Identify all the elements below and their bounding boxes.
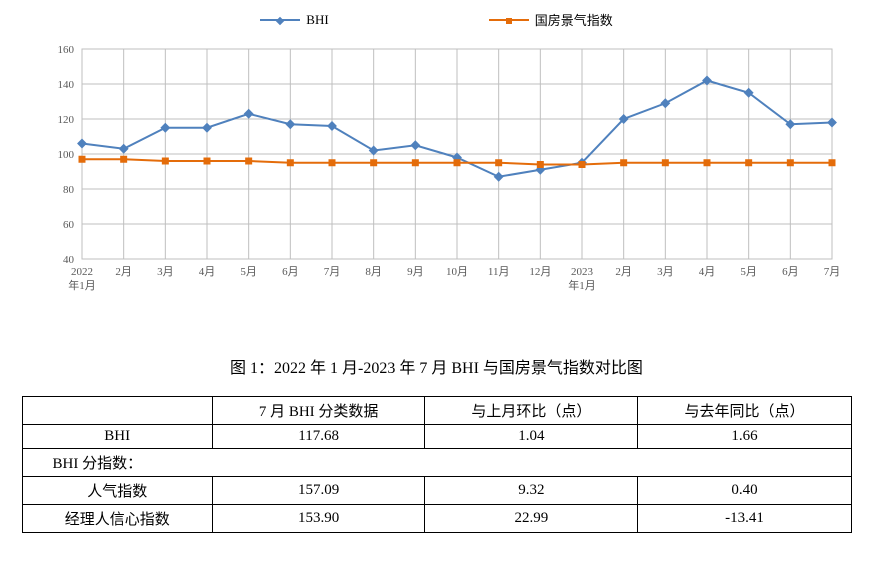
svg-text:9月: 9月 — [407, 266, 424, 278]
svg-text:4月: 4月 — [198, 266, 215, 278]
svg-text:7月: 7月 — [823, 266, 840, 278]
svg-text:2022: 2022 — [71, 266, 93, 278]
chart-legend: BHI 国房景气指数 — [22, 10, 852, 29]
svg-text:6月: 6月 — [782, 266, 799, 278]
svg-text:80: 80 — [63, 184, 75, 196]
svg-text:2月: 2月 — [615, 266, 632, 278]
svg-text:4月: 4月 — [698, 266, 715, 278]
table-header: 与去年同比（点） — [638, 397, 851, 425]
legend-line-icon — [260, 19, 300, 21]
svg-text:2023: 2023 — [571, 266, 594, 278]
svg-text:5月: 5月 — [240, 266, 257, 278]
legend-item-bhi: BHI — [260, 10, 328, 29]
table-row: 人气指数157.099.320.40 — [22, 477, 851, 505]
table-row: 经理人信心指数153.9022.99-13.41 — [22, 505, 851, 533]
svg-text:12月: 12月 — [529, 266, 551, 278]
legend-label: BHI — [306, 12, 328, 28]
legend-item-guofang: 国房景气指数 — [489, 10, 613, 29]
svg-text:8月: 8月 — [365, 266, 382, 278]
legend-label: 国房景气指数 — [535, 10, 613, 29]
table-row: BHI117.681.041.66 — [22, 425, 851, 449]
table-subhead: BHI 分指数： — [22, 449, 851, 477]
svg-text:140: 140 — [57, 79, 74, 91]
line-chart: 4060801001201401602022年1月2月3月4月5月6月7月8月9… — [22, 39, 852, 309]
data-table: 7 月 BHI 分类数据与上月环比（点）与去年同比（点）BHI117.681.0… — [22, 396, 852, 533]
svg-text:6月: 6月 — [282, 266, 299, 278]
svg-text:5月: 5月 — [740, 266, 757, 278]
svg-text:11月: 11月 — [487, 266, 509, 278]
svg-text:40: 40 — [63, 254, 75, 266]
svg-text:120: 120 — [57, 114, 74, 126]
svg-text:年1月: 年1月 — [568, 278, 596, 292]
svg-text:年1月: 年1月 — [68, 278, 96, 292]
legend-line-icon — [489, 19, 529, 21]
svg-text:3月: 3月 — [657, 266, 674, 278]
svg-text:60: 60 — [63, 219, 75, 231]
figure-caption: 图 1：2022 年 1 月-2023 年 7 月 BHI 与国房景气指数对比图 — [22, 354, 852, 378]
svg-text:160: 160 — [57, 44, 74, 56]
table-header: 与上月环比（点） — [425, 397, 638, 425]
svg-text:10月: 10月 — [446, 266, 468, 278]
svg-text:7月: 7月 — [323, 266, 340, 278]
svg-text:100: 100 — [57, 149, 74, 161]
table-header — [22, 397, 212, 425]
table-header: 7 月 BHI 分类数据 — [212, 397, 424, 425]
svg-text:2月: 2月 — [115, 266, 131, 278]
svg-text:3月: 3月 — [157, 266, 174, 278]
